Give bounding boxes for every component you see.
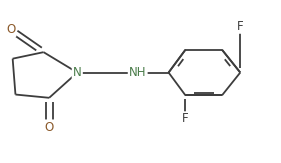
Text: F: F bbox=[237, 20, 244, 33]
Text: O: O bbox=[6, 23, 15, 36]
Text: F: F bbox=[182, 112, 189, 126]
Text: N: N bbox=[73, 66, 82, 79]
Text: O: O bbox=[45, 121, 54, 134]
Text: NH: NH bbox=[129, 66, 146, 79]
